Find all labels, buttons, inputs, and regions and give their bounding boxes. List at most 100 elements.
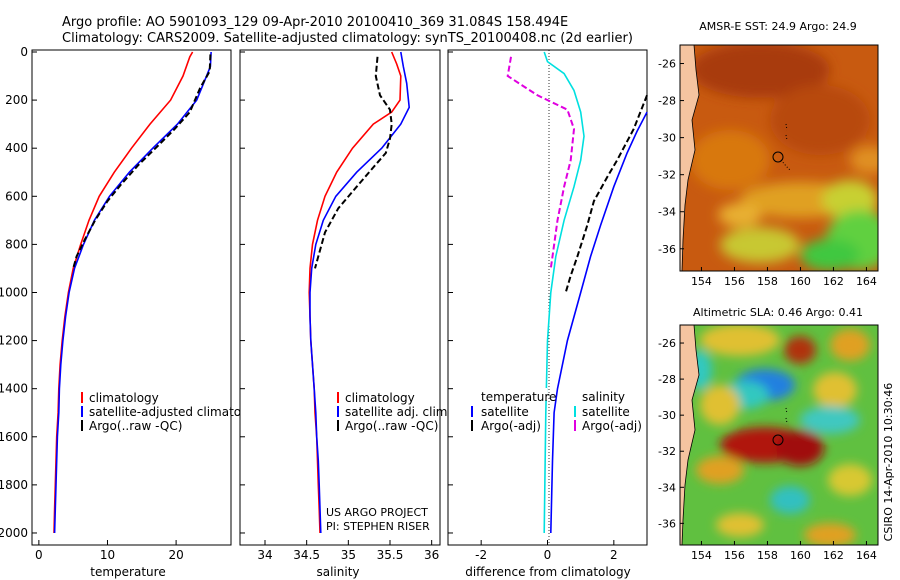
y-tick-label: 1600 bbox=[0, 430, 28, 444]
difference-axes-box bbox=[447, 49, 648, 546]
map-x-tick-label: 156 bbox=[724, 549, 745, 562]
sla-map-field bbox=[680, 325, 878, 545]
temperature-lines bbox=[53, 51, 212, 534]
temperature-legend-satellite: satellite-adjusted climatology bbox=[89, 405, 267, 419]
x-tick-label: 2 bbox=[610, 548, 618, 562]
legend-temp-argo: Argo(-adj) bbox=[481, 419, 541, 433]
series-line-temperature-satellite bbox=[550, 111, 648, 534]
sst-map: AMSR-E SST: 24.9 Argo: 24.9 154 156 158 160… bbox=[658, 20, 879, 288]
legend-temperature-header: temperature bbox=[481, 390, 556, 404]
map-y-tick-label: -36 bbox=[658, 243, 676, 256]
series-line-satellite-adj-clim- bbox=[309, 51, 411, 534]
salinity-xlabel: salinity bbox=[316, 565, 359, 579]
y-tick-label: 600 bbox=[5, 189, 28, 203]
sst-argo-location-marker bbox=[772, 151, 784, 163]
map-x-tick-label: 158 bbox=[757, 275, 778, 288]
salinity-legend-argo: Argo(..raw -QC) bbox=[345, 419, 438, 433]
map-y-tick-label: -30 bbox=[658, 409, 676, 422]
map-y-tick-label: -34 bbox=[658, 481, 676, 494]
credit-label: CSIRO 14-Apr-2010 10:30:46 bbox=[882, 383, 895, 542]
map-x-tick-label: 160 bbox=[790, 275, 811, 288]
sst-blobs bbox=[690, 45, 878, 271]
map-y-tick-label: -36 bbox=[658, 517, 676, 530]
temperature-legend-climatology: climatology bbox=[89, 391, 159, 405]
salinity-lines bbox=[308, 51, 411, 534]
temperature-legend-argo: Argo(..raw -QC) bbox=[89, 419, 182, 433]
x-tick-label: 34.5 bbox=[293, 548, 320, 562]
sla-map-ticks: 154 156 158 160 162 164 -26 -28 -30 -32 -34 -36 bbox=[658, 337, 877, 562]
y-tick-label: 1400 bbox=[0, 382, 28, 396]
legend-sal-argo: Argo(-adj) bbox=[582, 419, 642, 433]
y-tick-label: 200 bbox=[5, 93, 28, 107]
map-x-tick-label: 158 bbox=[757, 549, 778, 562]
sla-map: Altimetric SLA: 0.46 Argo: 0.41 bbox=[658, 306, 879, 562]
map-x-tick-label: 162 bbox=[823, 549, 844, 562]
map-x-tick-label: 164 bbox=[856, 549, 877, 562]
x-tick-label: 36 bbox=[424, 548, 439, 562]
x-tick-label: 20 bbox=[168, 548, 183, 562]
x-tick-label: 35 bbox=[341, 548, 356, 562]
y-tick-label: 1800 bbox=[0, 478, 28, 492]
series-line-temperature-argo-adj- bbox=[564, 94, 648, 293]
sst-map-frame bbox=[679, 44, 879, 272]
series-line-salinity-satellite bbox=[543, 51, 585, 534]
x-tick-label: 0 bbox=[544, 548, 552, 562]
map-x-tick-label: 162 bbox=[823, 275, 844, 288]
salinity-ticks: 34 34.5 35 35.5 36 bbox=[240, 51, 439, 562]
map-y-tick-label: -26 bbox=[658, 58, 676, 71]
x-tick-label: 35.5 bbox=[377, 548, 404, 562]
map-x-tick-label: 160 bbox=[790, 549, 811, 562]
pi-label: PI: STEPHEN RISER bbox=[326, 520, 430, 533]
map-x-tick-label: 156 bbox=[724, 275, 745, 288]
map-x-tick-label: 154 bbox=[691, 549, 712, 562]
difference-legend: temperature satellite Argo(-adj) salinit… bbox=[465, 388, 642, 433]
difference-ticks: -2 0 2 bbox=[448, 51, 618, 562]
map-x-tick-label: 164 bbox=[856, 275, 877, 288]
map-y-tick-label: -28 bbox=[658, 373, 676, 386]
x-tick-label: 0 bbox=[35, 548, 43, 562]
series-line-argo-raw-qc- bbox=[314, 56, 393, 269]
sst-coastline-land bbox=[680, 45, 700, 271]
series-line-satellite-adjusted-climatology bbox=[53, 51, 212, 534]
sst-float-track bbox=[780, 123, 791, 171]
map-y-tick-label: -30 bbox=[658, 132, 676, 145]
difference-lines bbox=[506, 51, 648, 534]
temperature-ticks: 0 10 2002004006008001000120014001600180020… bbox=[0, 45, 184, 562]
title-line-2: Climatology: CARS2009. Satellite-adjuste… bbox=[62, 31, 633, 46]
salinity-legend-climatology: climatology bbox=[345, 391, 415, 405]
map-y-tick-label: -32 bbox=[658, 445, 676, 458]
x-tick-label: 10 bbox=[100, 548, 115, 562]
y-tick-label: 800 bbox=[5, 237, 28, 251]
legend-salinity-header: salinity bbox=[582, 390, 625, 404]
map-y-tick-label: -28 bbox=[658, 95, 676, 108]
difference-legend-bg bbox=[465, 388, 547, 400]
sla-map-frame bbox=[679, 324, 879, 546]
map-y-tick-label: -32 bbox=[658, 169, 676, 182]
series-line-salinity-argo-adj- bbox=[506, 56, 576, 269]
legend-sal-satellite: satellite bbox=[582, 405, 630, 419]
temperature-legend: climatology satellite-adjusted climatolo… bbox=[81, 391, 267, 433]
y-tick-label: 1000 bbox=[0, 285, 28, 299]
salinity-axes-box bbox=[239, 49, 441, 546]
temperature-panel: 0 10 2002004006008001000120014001600180020… bbox=[0, 45, 267, 579]
legend-temp-satellite: satellite bbox=[481, 405, 529, 419]
sst-map-ticks: 154 156 158 160 162 164 -26 -28 -30 -32 -34 -36 bbox=[658, 58, 877, 288]
map-y-tick-label: -26 bbox=[658, 337, 676, 350]
y-tick-label: 400 bbox=[5, 141, 28, 155]
sla-map-title: Altimetric SLA: 0.46 Argo: 0.41 bbox=[693, 306, 863, 319]
y-tick-label: 1200 bbox=[0, 334, 28, 348]
title-line-1: Argo profile: AO 5901093_129 09-Apr-2010… bbox=[62, 15, 568, 30]
sla-coastline-land bbox=[680, 325, 700, 545]
salinity-legend: climatology satellite adj. clim. Argo(..… bbox=[337, 391, 451, 433]
x-tick-label: -2 bbox=[475, 548, 487, 562]
y-tick-label: 2000 bbox=[0, 526, 28, 540]
project-label: US ARGO PROJECT bbox=[326, 506, 428, 519]
salinity-legend-satellite: satellite adj. clim. bbox=[345, 405, 451, 419]
sst-map-field bbox=[680, 45, 878, 271]
temperature-xlabel: temperature bbox=[90, 565, 165, 579]
sst-map-title: AMSR-E SST: 24.9 Argo: 24.9 bbox=[699, 20, 857, 33]
salinity-panel: 34 34.5 35 35.5 36 salinity climatology sate… bbox=[239, 49, 451, 579]
map-y-tick-label: -34 bbox=[658, 206, 676, 219]
temperature-axes-box bbox=[31, 49, 232, 546]
